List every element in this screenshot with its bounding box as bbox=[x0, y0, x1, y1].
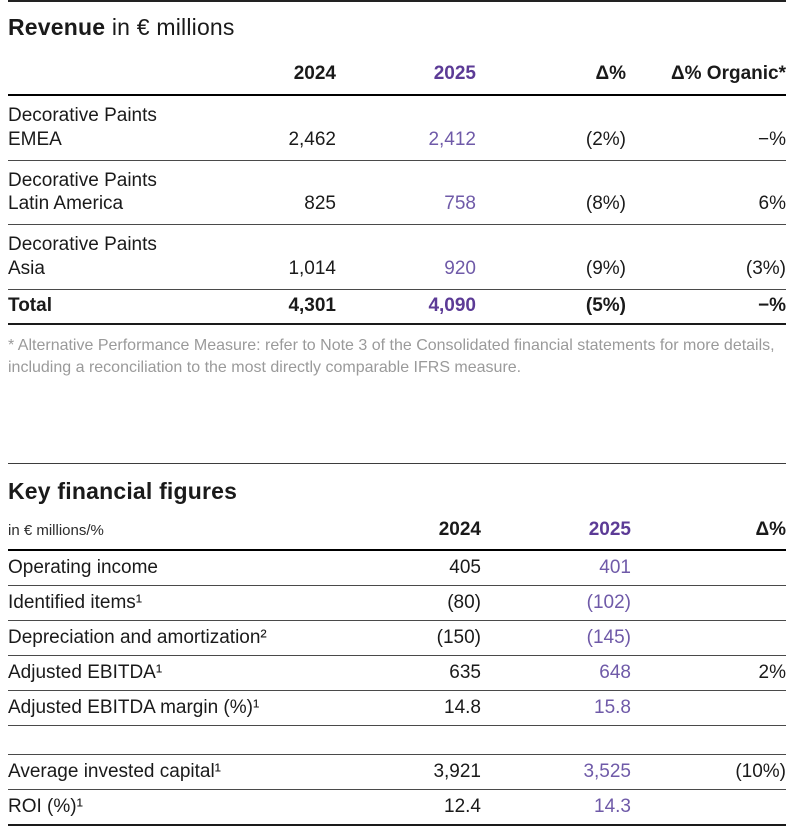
value-2025: 3,525 bbox=[583, 761, 631, 783]
value-delta: 2% bbox=[758, 662, 786, 684]
table-row-adjusted-ebitda-margin: Adjusted EBITDA margin (%)¹ 14.8 15.8 bbox=[8, 691, 786, 727]
revenue-table-header-row: 2024 2025 Δ% Δ% Organic* bbox=[8, 57, 786, 96]
value-delta: (9%) bbox=[585, 257, 626, 279]
table-row-depreciation-amortization: Depreciation and amortization² (150) (14… bbox=[8, 621, 786, 657]
total-2025: 4,090 bbox=[428, 294, 476, 316]
row-label: Adjusted EBITDA¹ bbox=[8, 662, 163, 684]
row-label: Decorative Paints Asia bbox=[8, 234, 157, 279]
table-row-decorative-paints-latin-america: Decorative Paints Latin America 825 758 … bbox=[8, 161, 786, 225]
value-2024: (80) bbox=[447, 592, 481, 614]
section-gap bbox=[8, 379, 786, 463]
table-row-identified-items: Identified items¹ (80) (102) bbox=[8, 586, 786, 622]
row-label: Depreciation and amortization² bbox=[8, 627, 267, 649]
row-label: Decorative Paints Latin America bbox=[8, 169, 157, 215]
revenue-header-2025: 2025 bbox=[433, 63, 476, 84]
revenue-header-delta: Δ% bbox=[595, 63, 626, 84]
value-2025: 648 bbox=[599, 662, 631, 684]
table-row-total: Total 4,301 4,090 (5%) −% bbox=[8, 290, 786, 325]
value-2024: 2,462 bbox=[288, 128, 336, 150]
value-delta: (2%) bbox=[585, 128, 626, 150]
value-organic: (3%) bbox=[745, 257, 786, 279]
key-figures-unit-label: in € millions/% bbox=[8, 522, 104, 540]
row-label: Adjusted EBITDA margin (%)¹ bbox=[8, 697, 260, 719]
row-label: Identified items¹ bbox=[8, 592, 143, 614]
row-label: ROI (%)¹ bbox=[8, 796, 83, 818]
row-label: Decorative Paints EMEA bbox=[8, 105, 157, 150]
value-2025: 15.8 bbox=[594, 697, 631, 719]
value-2025: 920 bbox=[444, 257, 476, 279]
table-row-adjusted-ebitda: Adjusted EBITDA¹ 635 648 2% bbox=[8, 656, 786, 692]
key-figures-header-row: in € millions/% 2024 2025 Δ% bbox=[8, 511, 786, 552]
value-delta: (10%) bbox=[735, 761, 786, 783]
key-figures-header-2025: 2025 bbox=[588, 519, 631, 541]
row-label: Average invested capital¹ bbox=[8, 761, 221, 783]
value-2024: 635 bbox=[449, 662, 481, 684]
key-figures-header-2024: 2024 bbox=[438, 519, 481, 541]
value-2024: 1,014 bbox=[288, 257, 336, 279]
value-2025: (145) bbox=[586, 627, 631, 649]
revenue-section-top-rule bbox=[8, 0, 786, 2]
value-2024: 14.8 bbox=[444, 697, 481, 719]
revenue-header-2024: 2024 bbox=[293, 63, 336, 84]
key-figures-header-delta: Δ% bbox=[755, 519, 786, 541]
value-2024: 3,921 bbox=[433, 761, 481, 783]
value-organic: −% bbox=[758, 128, 786, 150]
apm-footnote: * Alternative Performance Measure: refer… bbox=[8, 336, 775, 376]
value-2025: 14.3 bbox=[594, 796, 631, 818]
value-2025: 2,412 bbox=[428, 128, 476, 150]
value-delta: (8%) bbox=[585, 193, 626, 215]
value-organic: 6% bbox=[758, 193, 786, 215]
value-2025: 401 bbox=[599, 557, 631, 579]
table-row-decorative-paints-asia: Decorative Paints Asia 1,014 920 (9%) (3… bbox=[8, 225, 786, 290]
revenue-header-organic: Δ% Organic* bbox=[670, 63, 786, 84]
value-2024: 825 bbox=[304, 193, 336, 215]
table-row-decorative-paints-emea: Decorative Paints EMEA 2,462 2,412 (2%) … bbox=[8, 96, 786, 161]
total-2024: 4,301 bbox=[288, 294, 336, 316]
total-label: Total bbox=[8, 294, 52, 316]
total-organic: −% bbox=[758, 294, 786, 316]
revenue-title-bold: Revenue bbox=[8, 14, 106, 40]
table-row-operating-income: Operating income 405 401 bbox=[8, 551, 786, 587]
value-2025: 758 bbox=[444, 193, 476, 215]
value-2024: 12.4 bbox=[444, 796, 481, 818]
row-label: Operating income bbox=[8, 557, 158, 579]
total-delta: (5%) bbox=[585, 294, 626, 316]
value-2024: 405 bbox=[449, 557, 481, 579]
value-2025: (102) bbox=[586, 592, 631, 614]
table-row-spacer bbox=[8, 726, 786, 756]
key-figures-section-title: Key financial figures bbox=[8, 478, 238, 505]
revenue-title-unit: in € millions bbox=[105, 14, 235, 40]
key-figures-section-top-rule bbox=[8, 463, 786, 465]
table-row-roi: ROI (%)¹ 12.4 14.3 bbox=[8, 790, 786, 826]
table-row-average-invested-capital: Average invested capital¹ 3,921 3,525 (1… bbox=[8, 755, 786, 791]
value-2024: (150) bbox=[436, 627, 481, 649]
revenue-section-title: Revenue in € millions bbox=[8, 14, 786, 41]
